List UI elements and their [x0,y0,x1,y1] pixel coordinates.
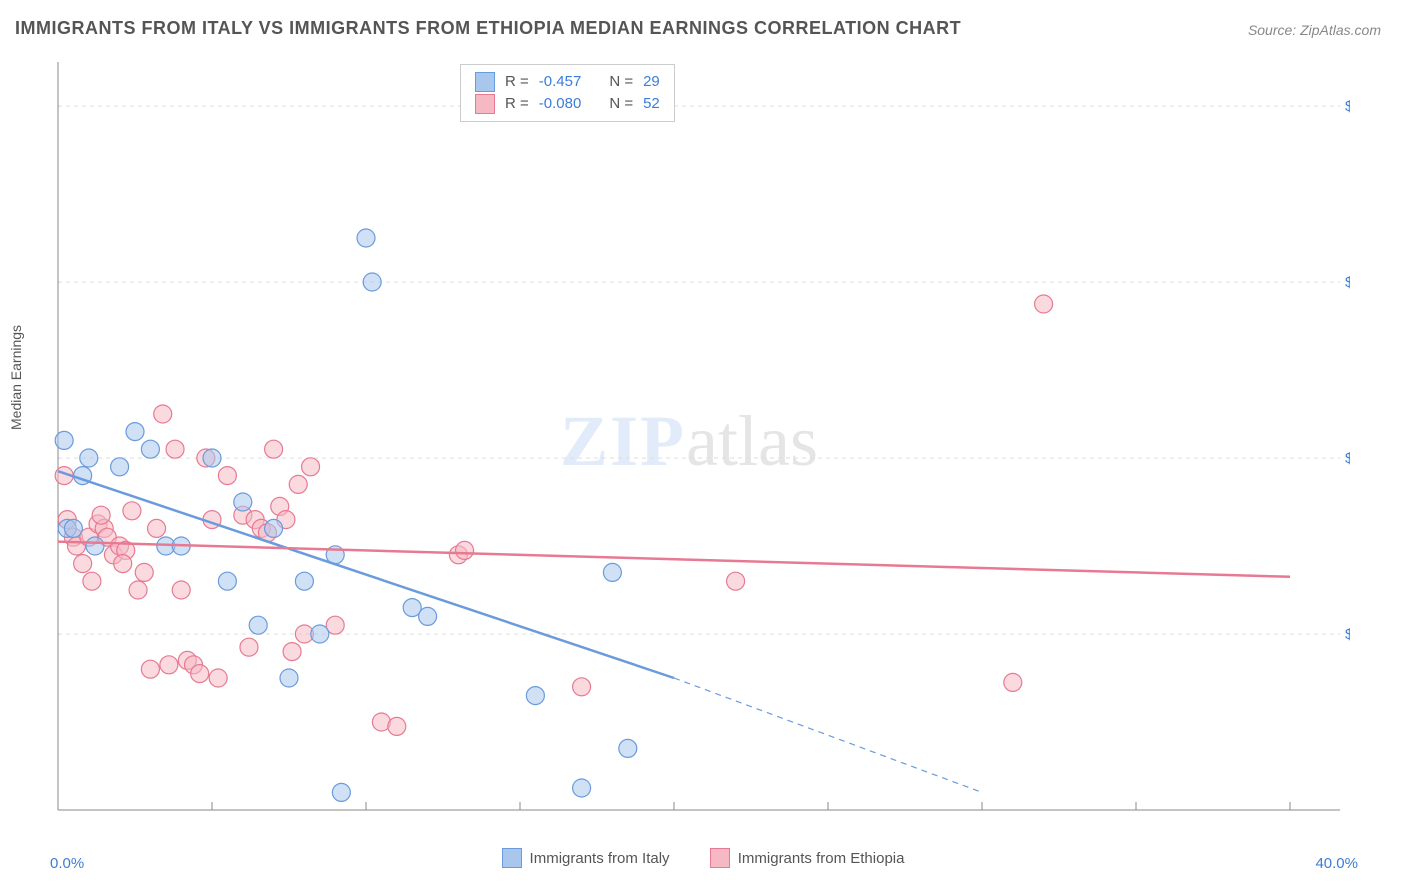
n-label: N = [609,93,633,115]
stats-row-italy: R = -0.457 N = 29 [475,71,660,93]
chart-title: IMMIGRANTS FROM ITALY VS IMMIGRANTS FROM… [15,18,961,39]
swatch-ethiopia [475,94,495,114]
legend-item-italy: Immigrants from Italy [502,848,670,868]
legend-item-ethiopia: Immigrants from Ethiopia [710,848,905,868]
legend-label-ethiopia: Immigrants from Ethiopia [738,850,905,867]
source-label: Source: ZipAtlas.com [1248,22,1381,38]
scatter-chart-svg: $40,000 $60,000 $80,000 $100,000 [50,60,1350,820]
svg-text:$80,000: $80,000 [1345,274,1350,291]
r-value-ethiopia: -0.080 [539,93,582,115]
svg-text:$100,000: $100,000 [1345,98,1350,115]
x-tick-right: 40.0% [1315,855,1358,872]
x-tick-left: 0.0% [50,855,84,872]
r-label: R = [505,71,529,93]
n-value-ethiopia: 52 [643,93,660,115]
y-axis-label: Median Earnings [8,325,24,430]
bottom-legend: Immigrants from Italy Immigrants from Et… [0,848,1406,872]
swatch-italy [475,72,495,92]
r-label: R = [505,93,529,115]
n-value-italy: 29 [643,71,660,93]
legend-label-italy: Immigrants from Italy [530,850,670,867]
chart-area: $40,000 $60,000 $80,000 $100,000 [50,60,1350,820]
r-value-italy: -0.457 [539,71,582,93]
swatch-ethiopia-icon [710,848,730,868]
stats-row-ethiopia: R = -0.080 N = 52 [475,93,660,115]
stats-legend: R = -0.457 N = 29 R = -0.080 N = 52 [460,64,675,122]
svg-text:$60,000: $60,000 [1345,450,1350,467]
n-label: N = [609,71,633,93]
swatch-italy-icon [502,848,522,868]
svg-text:$40,000: $40,000 [1345,626,1350,643]
